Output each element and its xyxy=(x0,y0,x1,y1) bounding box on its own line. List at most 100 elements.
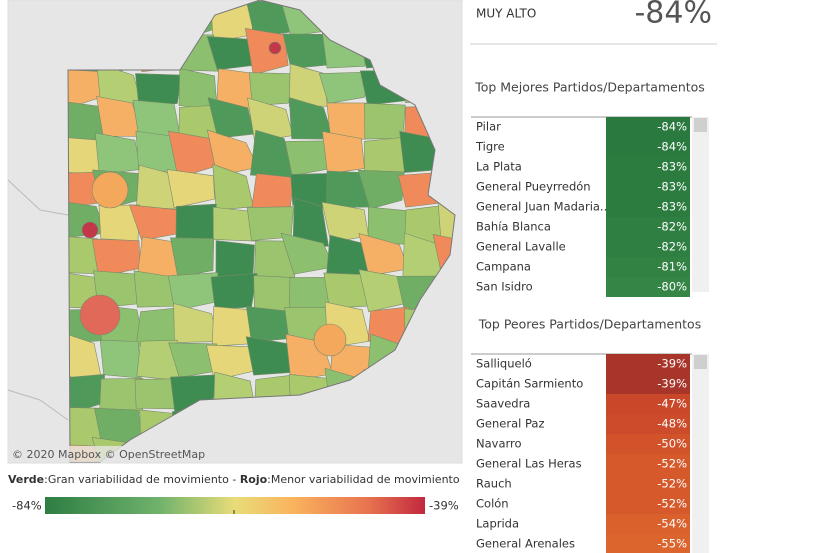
value-cell xyxy=(606,474,690,494)
scrollbar xyxy=(692,354,709,553)
row-name: General Arenales xyxy=(476,537,575,551)
district xyxy=(244,28,289,76)
district xyxy=(248,72,295,107)
legend-red-text: :Menor variabilidad de movimiento xyxy=(267,473,460,486)
legend-red: Rojo xyxy=(240,473,268,486)
district xyxy=(313,323,347,357)
value-cell xyxy=(606,494,690,514)
attribution: © 2020 Mapbox © OpenStreetMap xyxy=(12,448,205,461)
district xyxy=(79,294,121,336)
legend-green: Verde xyxy=(8,473,44,486)
row-name: Campana xyxy=(476,260,531,274)
row-value: -83% xyxy=(657,200,687,214)
kpi-label: MUY ALTO xyxy=(476,7,536,21)
value-cell xyxy=(606,137,690,157)
district xyxy=(81,221,99,239)
attribution-bg xyxy=(8,446,198,462)
row-value: -84% xyxy=(657,140,687,154)
row-value: -48% xyxy=(657,417,687,431)
district xyxy=(211,306,253,347)
row-value: -81% xyxy=(657,260,687,274)
district xyxy=(292,197,329,247)
row-name: Rauch xyxy=(476,477,512,491)
row-name: Pilar xyxy=(476,120,501,134)
legend-caption: Verde:Gran variabilidad de movimiento - … xyxy=(8,473,460,486)
value-cell xyxy=(606,237,690,257)
district xyxy=(282,33,329,69)
value-cell xyxy=(606,197,690,217)
map[interactable]: © 2020 Mapbox © OpenStreetMap xyxy=(7,0,486,485)
row-value: -52% xyxy=(657,497,687,511)
row-name: General Lavalle xyxy=(476,240,566,254)
row-value: -39% xyxy=(657,377,687,391)
row-name: Navarro xyxy=(476,437,522,451)
district xyxy=(170,237,215,278)
row-value: -83% xyxy=(657,160,687,174)
row-name: General Pueyrredón xyxy=(476,180,591,194)
legend-green-text: :Gran variabilidad de movimiento - xyxy=(44,473,240,486)
border-line xyxy=(7,179,69,421)
district xyxy=(364,103,406,140)
row-value: -82% xyxy=(657,220,687,234)
scroll-thumb xyxy=(694,118,707,132)
value-cell xyxy=(606,534,690,553)
value-cell xyxy=(606,394,690,414)
row-name: General Juan Madaria.. xyxy=(476,200,607,214)
district xyxy=(253,275,294,313)
row-name: Saavedra xyxy=(476,397,530,411)
worst-title: Top Peores Partidos/Departamentos xyxy=(478,317,701,332)
row-value: -82% xyxy=(657,240,687,254)
row-value: -50% xyxy=(657,437,687,451)
value-cell xyxy=(606,157,690,177)
row-value: -55% xyxy=(657,537,687,551)
row-value: -39% xyxy=(657,357,687,371)
scroll-thumb xyxy=(694,355,707,369)
value-cell xyxy=(606,414,690,434)
row-name: General Las Heras xyxy=(476,457,582,471)
row-value: -52% xyxy=(657,457,687,471)
row-name: Capitán Sarmiento xyxy=(476,377,583,391)
district xyxy=(210,273,258,310)
kpi-value: -84% xyxy=(634,0,712,31)
row-name: San Isidro xyxy=(476,280,533,294)
province-outline xyxy=(67,0,456,463)
row-value: -47% xyxy=(657,397,687,411)
row-value: -54% xyxy=(657,517,687,531)
value-cell xyxy=(606,354,690,374)
row-name: Tigre xyxy=(475,140,505,154)
row-value: -84% xyxy=(657,120,687,134)
row-name: Colón xyxy=(476,497,509,511)
legend-max: -39% xyxy=(429,499,459,513)
legend-gradient xyxy=(45,497,425,514)
district xyxy=(318,71,372,104)
row-name: Bahía Blanca xyxy=(476,220,551,234)
row-name: Salliqueló xyxy=(476,357,532,371)
district xyxy=(322,131,365,175)
value-cell xyxy=(606,117,690,137)
value-cell xyxy=(606,514,690,534)
district xyxy=(99,339,142,379)
value-cell xyxy=(606,217,690,237)
best-title: Top Mejores Partidos/Departamentos xyxy=(474,80,705,95)
value-cell xyxy=(606,454,690,474)
legend-min: -84% xyxy=(12,499,42,513)
row-value: -83% xyxy=(657,180,687,194)
district xyxy=(215,240,255,279)
district xyxy=(175,203,217,243)
district xyxy=(268,41,282,55)
value-cell xyxy=(606,434,690,454)
value-cell xyxy=(606,257,690,277)
tables: Pilar -84% Tigre -84% La Plata -83% General Pu… xyxy=(471,116,709,553)
row-value: -52% xyxy=(657,477,687,491)
row-value: -80% xyxy=(657,280,687,294)
row-name: Laprida xyxy=(476,517,519,531)
district xyxy=(166,169,215,209)
value-cell xyxy=(606,177,690,197)
district xyxy=(135,73,182,108)
district xyxy=(357,169,405,210)
value-cell xyxy=(606,277,690,297)
scrollbar xyxy=(692,117,709,292)
row-name: General Paz xyxy=(476,417,544,431)
